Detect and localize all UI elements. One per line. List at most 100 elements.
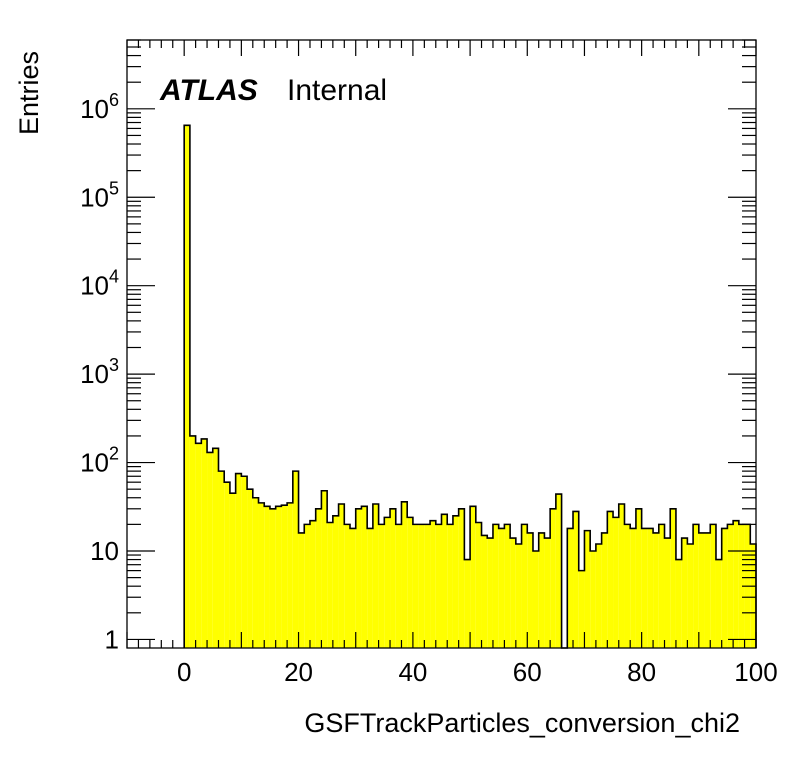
histogram-bin (264, 506, 270, 648)
x-tick-label: 20 (284, 657, 313, 687)
histogram-bin (212, 448, 219, 648)
y-tick-label: 1 (105, 624, 119, 654)
y-axis-title: Entries (14, 51, 44, 135)
histogram-bin (355, 508, 362, 648)
histogram-bin (287, 502, 293, 648)
histogram-bin (189, 435, 196, 648)
histogram-bin (698, 532, 705, 648)
histogram-bin (464, 559, 471, 648)
histogram-bin (441, 514, 448, 648)
histogram-bin (430, 520, 436, 648)
x-tick-label: 40 (398, 657, 427, 687)
histogram-bin (635, 508, 642, 648)
y-axis-ticks: 1 10 102 103 104 105 106 (80, 39, 756, 654)
y-tick-label: 103 (80, 355, 119, 389)
histogram-bin (338, 503, 345, 648)
histogram-bin (447, 524, 453, 648)
y-tick-label: 102 (80, 444, 119, 478)
x-axis-title: GSFTrackParticles_conversion_chi2 (304, 708, 740, 738)
histogram-bin (275, 506, 282, 648)
histogram-bin (498, 528, 505, 648)
histogram-bin (675, 559, 682, 648)
histogram-bin (567, 528, 574, 648)
histogram-bin (750, 543, 756, 648)
histogram-bin (578, 570, 585, 648)
histogram-bin (435, 524, 442, 648)
histogram-bin (258, 502, 265, 648)
histogram-bin (470, 506, 476, 648)
histogram-bin (481, 535, 488, 648)
x-tick-label: 100 (734, 657, 777, 687)
histogram-bin (590, 550, 596, 648)
plot-frame (126, 39, 757, 649)
histogram-bin (595, 543, 602, 648)
histogram-bin (252, 497, 259, 648)
histogram-bin (601, 532, 608, 648)
histogram-bin (504, 524, 511, 648)
x-tick-label: 60 (513, 657, 542, 687)
x-axis-ticks: 0 20 40 60 80 100 (126, 40, 778, 687)
histogram-bin (321, 490, 328, 648)
histogram-bin (510, 538, 516, 648)
histogram-bin (452, 515, 459, 648)
histogram-bin (658, 524, 665, 648)
histogram-bin (527, 532, 533, 648)
histogram-bin (224, 482, 230, 648)
histogram-bin (384, 517, 391, 648)
histogram-bin (544, 538, 551, 648)
histogram-bin (218, 471, 225, 648)
histogram-bin (532, 550, 539, 648)
histogram-outline (183, 124, 757, 649)
histogram-bin (693, 524, 699, 648)
histogram-bin (361, 506, 368, 648)
histogram-bin (235, 473, 242, 648)
histogram-bin (281, 505, 288, 648)
histogram-bin (550, 508, 556, 648)
x-tick-label: 0 (177, 657, 191, 687)
histogram-bin (327, 522, 333, 648)
histogram-bin (475, 522, 482, 648)
histogram-bin (738, 524, 745, 648)
atlas-label: ATLAS (159, 74, 258, 107)
histogram-bin (201, 438, 208, 648)
y-tick-label: 106 (80, 90, 119, 124)
histogram-bin (664, 538, 671, 648)
histogram-bin (424, 524, 431, 648)
histogram-bin (613, 517, 619, 648)
histogram-bin (298, 532, 305, 648)
histogram-bin (618, 503, 625, 648)
histogram-bin (269, 508, 276, 648)
histogram-bin (350, 528, 356, 648)
histogram-bin (721, 528, 728, 648)
histogram-bin (624, 524, 631, 648)
histogram-bin (315, 508, 322, 648)
histogram-bin (573, 511, 579, 648)
histogram-bin (344, 524, 351, 648)
histogram-bin (521, 524, 528, 648)
histogram-bin (395, 524, 402, 648)
histogram-bin (607, 511, 614, 648)
histogram-bin (515, 543, 522, 648)
histogram-bin (670, 508, 676, 648)
histogram-bin (390, 508, 396, 648)
internal-label: Internal (287, 74, 387, 107)
histogram-bin (418, 524, 425, 648)
histogram-bin (704, 532, 711, 648)
histogram-bin (247, 489, 253, 648)
histogram-bin (332, 515, 339, 648)
histogram-bin (229, 493, 236, 648)
histogram-bin (241, 476, 248, 648)
histogram-bin (681, 538, 688, 648)
histogram-bin (309, 520, 316, 648)
histogram-bin (555, 494, 562, 648)
histogram-bin (367, 528, 373, 648)
histogram-bars (184, 125, 756, 648)
histogram-bin (727, 524, 734, 648)
histogram-bin (184, 125, 190, 648)
y-tick-label: 10 (90, 536, 119, 566)
x-tick-label: 80 (627, 657, 656, 687)
histogram-bin (492, 524, 499, 648)
histogram-bin (207, 452, 213, 648)
histogram-bin (372, 503, 379, 648)
